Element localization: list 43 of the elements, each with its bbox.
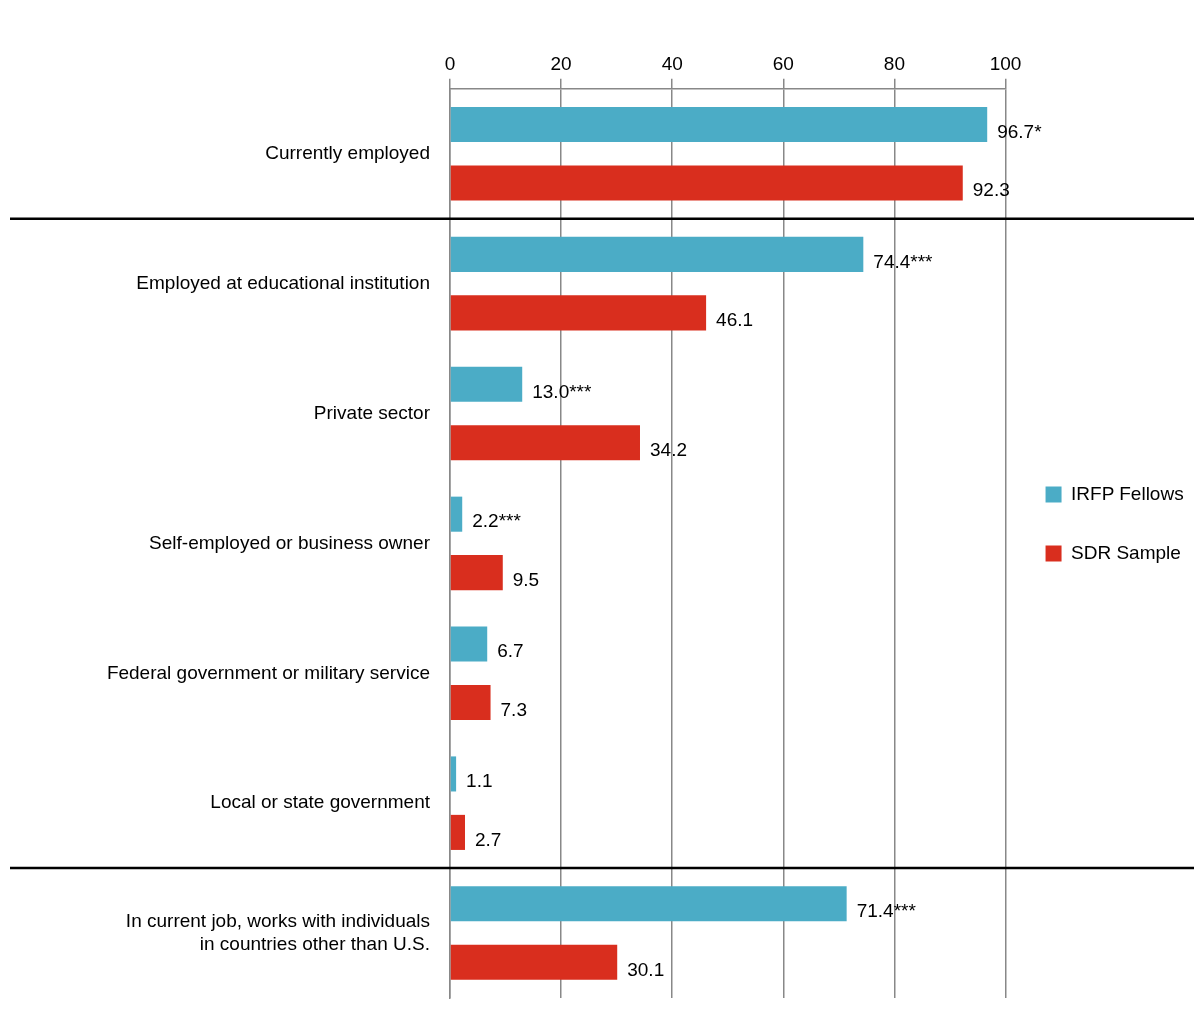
bar [450, 626, 488, 662]
bar [450, 295, 707, 331]
x-tick-label: 60 [772, 52, 794, 74]
y-tick-label: In current job, works with individuals in countries other than U.S. [125, 909, 430, 954]
bar [450, 165, 963, 201]
bar [450, 756, 457, 792]
x-tick-label: 80 [883, 52, 905, 74]
legend-label: SDR Sample [1071, 541, 1181, 563]
data-label: 13.0*** [532, 380, 592, 402]
bar [450, 684, 491, 721]
x-tick-label: 100 [989, 52, 1022, 74]
data-label: 6.7 [497, 640, 524, 662]
data-label: 71.4*** [856, 900, 917, 922]
data-label: 34.2 [649, 438, 687, 460]
y-tick-label: Federal government or military service [106, 661, 430, 683]
legend-label: IRFP Fellows [1071, 482, 1184, 504]
bar [450, 236, 864, 272]
data-label: 2.2*** [472, 510, 522, 532]
bar [450, 555, 503, 591]
y-tick-label: Local or state government [210, 791, 431, 813]
y-tick-label: Self-employed or business owner [149, 531, 431, 553]
y-tick-label: Private sector [313, 401, 431, 423]
y-tick-label: Currently employed [265, 141, 430, 163]
data-label: 74.4*** [873, 250, 934, 272]
bar [450, 106, 988, 143]
x-tick-label: 40 [661, 52, 683, 74]
data-label: 2.7 [475, 828, 502, 850]
x-tick-label: 0 [444, 52, 456, 74]
data-label: 96.7* [997, 120, 1043, 142]
data-label: 30.1 [627, 958, 665, 980]
y-tick-label: Employed at educational institution [136, 271, 430, 293]
x-tick-label: 20 [550, 52, 572, 74]
data-label: 7.3 [500, 698, 527, 720]
data-label: 9.5 [512, 568, 540, 590]
bar [450, 496, 463, 532]
bar [450, 944, 618, 980]
data-label: 92.3 [972, 179, 1010, 201]
bar [450, 814, 465, 850]
data-label: 1.1 [466, 770, 493, 792]
data-label: 46.1 [716, 309, 754, 331]
bar [450, 366, 523, 402]
bar [450, 886, 847, 922]
bar [450, 425, 640, 461]
